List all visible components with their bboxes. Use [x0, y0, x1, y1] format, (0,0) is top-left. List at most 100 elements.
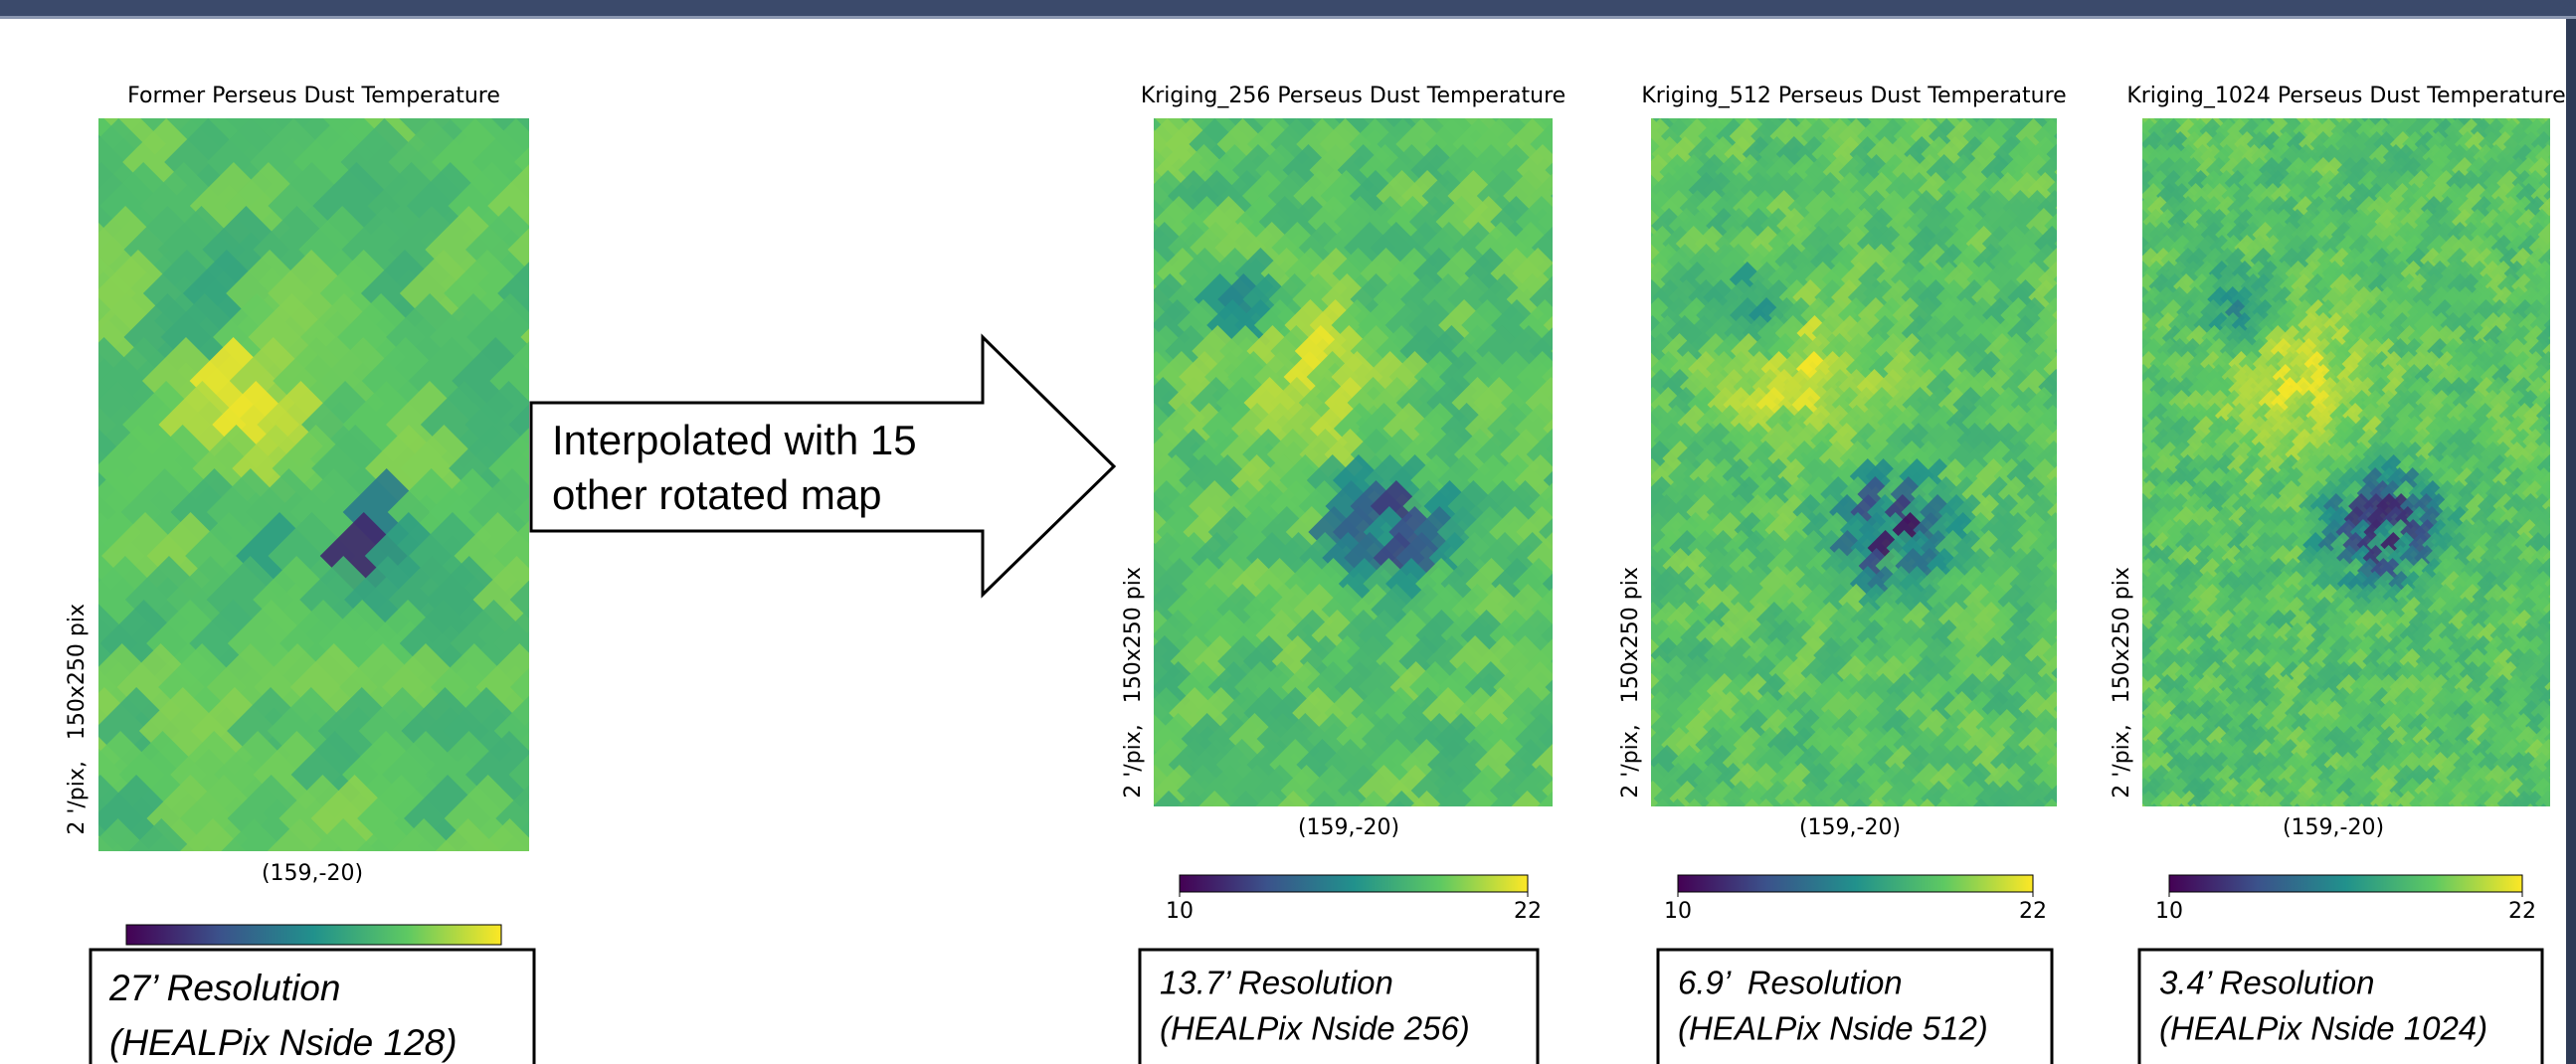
map-cell — [2115, 312, 2140, 338]
map-cell — [2055, 190, 2091, 226]
map-cell — [2116, 467, 2141, 493]
arrow — [531, 337, 1114, 595]
map-cell — [1617, 387, 1653, 423]
colorbar — [1678, 875, 2033, 892]
colorbar-tick-label: 22 — [2508, 899, 2536, 924]
map-cell — [2530, 803, 2556, 829]
map-cell — [2428, 803, 2454, 829]
map-cell — [2479, 803, 2504, 829]
map-cell — [12, 425, 99, 512]
map-cell — [2116, 416, 2141, 442]
sky-map — [1098, 67, 1610, 842]
map-cell — [26, 31, 113, 118]
map-cell — [2054, 763, 2090, 798]
map-cell — [1612, 208, 1648, 244]
diagram: Interpolated with 15 other rotated map F… — [0, 0, 2576, 1064]
map-cell — [2388, 803, 2414, 829]
map-cell — [1617, 423, 1653, 458]
panel-title: Former Perseus Dust Temperature — [127, 84, 500, 108]
map-cell — [2116, 131, 2142, 157]
map-cell — [2118, 390, 2144, 416]
map-cell — [2055, 584, 2091, 620]
map-cell — [2116, 493, 2141, 519]
map-cell — [1558, 480, 1609, 532]
map-cell — [2054, 476, 2090, 512]
map-cell — [2054, 226, 2090, 262]
map-cell — [1551, 635, 1602, 687]
map-cell — [1559, 687, 1610, 739]
map-cell — [1615, 136, 1651, 172]
map-cell — [2117, 442, 2143, 467]
colorbar-tick-label: 10 — [1166, 899, 1194, 924]
map-cell — [2234, 803, 2260, 829]
map-cell — [2052, 297, 2088, 333]
map-cell — [2117, 364, 2143, 390]
map-cell — [2054, 118, 2090, 154]
map-cell — [1559, 791, 1610, 842]
colorbar-tick-label: 22 — [1514, 899, 1542, 924]
map-cell — [17, 162, 104, 250]
map-cell — [2156, 803, 2182, 829]
map-cell — [13, 337, 100, 425]
map-cell — [2219, 803, 2245, 829]
colorbar — [2169, 875, 2522, 892]
map-cell — [2118, 803, 2144, 829]
map-cell — [2439, 803, 2465, 829]
map-cell — [2052, 548, 2088, 584]
map-cell — [2054, 691, 2090, 727]
map-cell — [1614, 279, 1650, 315]
map-cell — [2542, 803, 2568, 829]
caption: 6.9’ Resolution — [1678, 965, 1903, 1001]
arrow-label: other rotated map — [552, 471, 882, 518]
map-cell — [2056, 369, 2092, 405]
map-cell — [2118, 183, 2144, 209]
colorbar — [1180, 875, 1528, 892]
y-axis-label: 2 '/pix, 150x250 pix — [1618, 567, 1643, 798]
map-cell — [2116, 209, 2142, 235]
x-axis-label: (159,-20) — [262, 861, 363, 886]
map-cell — [2415, 803, 2441, 829]
map-cell — [2257, 803, 2283, 829]
map-cell — [1545, 144, 1596, 196]
panel-title: Kriging_256 Perseus Dust Temperature — [1141, 84, 1565, 108]
map-cell — [1103, 196, 1155, 248]
map-cell — [1614, 315, 1650, 351]
map-cell — [1551, 170, 1602, 222]
map-cell — [1100, 299, 1152, 351]
map-cell — [1617, 494, 1653, 530]
map-cell — [1099, 506, 1151, 558]
map-cell — [2116, 261, 2142, 286]
sky-map — [2115, 92, 2576, 829]
caption: (HEALPix Nside 512) — [1678, 1010, 1988, 1047]
map-cell — [1551, 325, 1602, 377]
map-cell — [1617, 172, 1653, 208]
x-axis-label: (159,-20) — [1799, 815, 1901, 840]
map-cell — [2116, 519, 2142, 545]
map-cell — [2117, 235, 2143, 261]
map-cell — [1554, 273, 1605, 325]
map-cell — [2207, 803, 2233, 829]
map-cell — [2115, 157, 2140, 183]
map-cell — [2117, 338, 2143, 364]
map-cell — [13, 250, 100, 337]
map-cell — [2244, 803, 2270, 829]
caption: (HEALPix Nside 1024) — [2159, 1010, 2487, 1047]
map-cell — [2054, 262, 2090, 297]
top-bar-edge — [0, 16, 2576, 19]
map-cell — [2054, 727, 2090, 763]
caption: 27’ Resolution — [108, 968, 340, 1008]
top-bar — [0, 0, 2576, 16]
map-cell — [2453, 803, 2479, 829]
map-cell — [17, 600, 104, 687]
x-axis-label: (159,-20) — [1298, 815, 1399, 840]
y-axis-label: 2 '/pix, 150x250 pix — [65, 604, 90, 835]
map-cell — [2054, 154, 2090, 190]
panel-title: Kriging_1024 Perseus Dust Temperature — [2126, 84, 2565, 108]
map-cell — [2129, 803, 2155, 829]
x-axis-label: (159,-20) — [2283, 815, 2384, 840]
map-cell — [1553, 222, 1604, 273]
map-cell — [2181, 803, 2207, 829]
map-cell — [1614, 530, 1650, 566]
map-cell — [2401, 803, 2427, 829]
colorbar — [126, 925, 501, 945]
